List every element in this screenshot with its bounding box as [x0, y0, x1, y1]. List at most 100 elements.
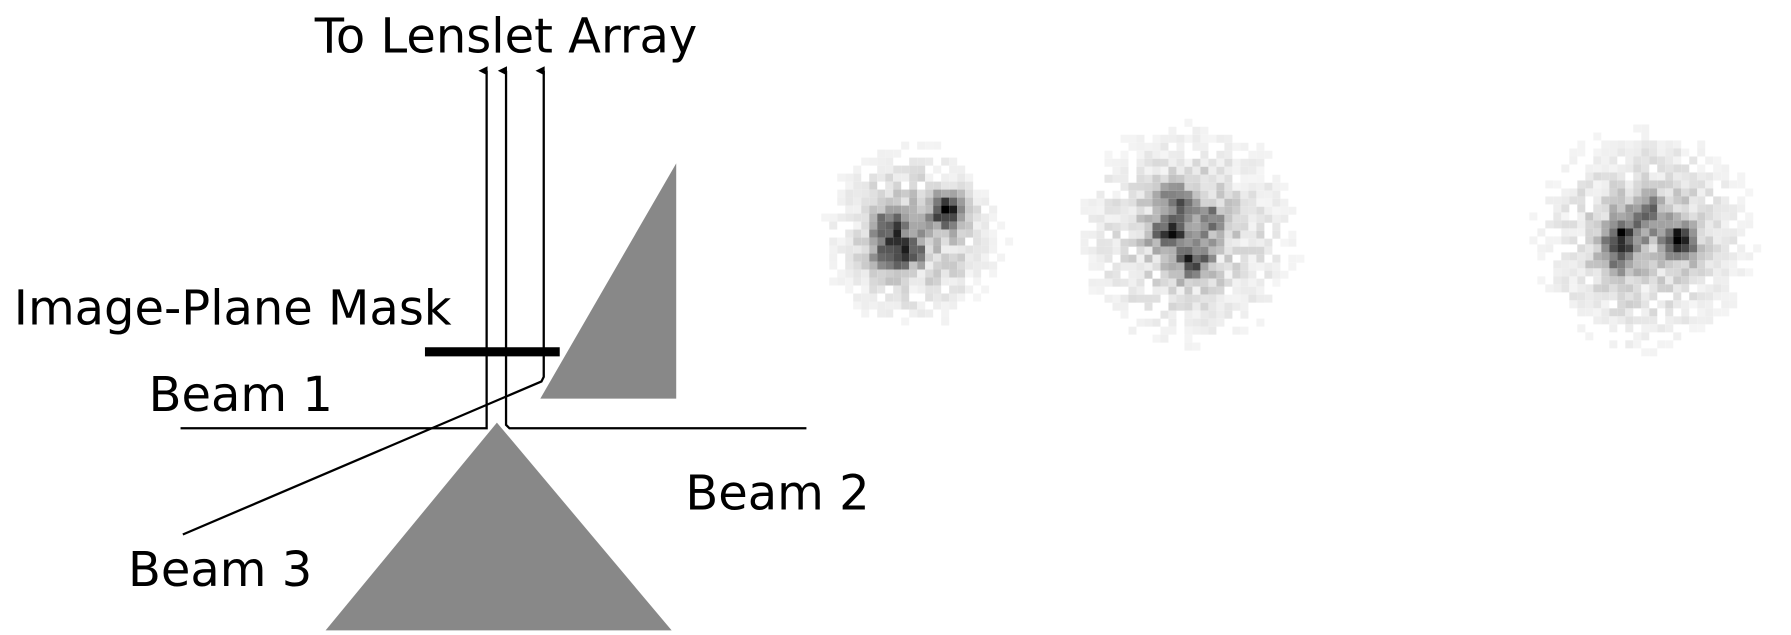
speckle-pixel [1192, 239, 1200, 247]
speckle-pixel [1168, 319, 1176, 327]
speckle-pixel [1569, 292, 1577, 300]
speckle-pixel [1081, 247, 1089, 255]
speckle-pixel [901, 254, 909, 262]
speckle-pixel [1561, 220, 1569, 228]
speckle-pixel [1256, 207, 1264, 215]
speckle-pixel [1737, 228, 1745, 236]
speckle-pixel [957, 222, 965, 230]
speckle-pixel [1152, 159, 1160, 167]
speckle-pixel [1625, 212, 1633, 220]
speckle-pixel [1577, 300, 1585, 308]
speckle-pixel [1649, 244, 1657, 252]
speckle-pixel [1176, 135, 1184, 143]
speckle-pixel [1248, 183, 1256, 191]
speckle-pixel [1713, 172, 1721, 180]
speckle-pixel [981, 230, 989, 238]
speckle-pixel [1272, 263, 1280, 271]
speckle-pixel [1240, 303, 1248, 311]
speckle-pixel [1160, 191, 1168, 199]
speckle-pixel [853, 198, 861, 206]
speckle-pixel [949, 246, 957, 254]
speckle-pixel [1737, 252, 1745, 260]
speckle-pixel [1184, 183, 1192, 191]
speckle-pixel [925, 142, 933, 150]
speckle-pixel [1089, 199, 1097, 207]
speckle-pixel [1729, 236, 1737, 244]
speckle-pixel [1561, 212, 1569, 220]
speckle-pixel [1617, 252, 1625, 260]
speckle-pixel [917, 198, 925, 206]
speckle-pixel [1248, 199, 1256, 207]
speckle-pixel [1681, 148, 1689, 156]
speckle-pixel [1737, 268, 1745, 276]
speckle-pixel [1649, 276, 1657, 284]
speckle-pixel [1705, 228, 1713, 236]
speckle-pixel [1665, 228, 1673, 236]
speckle-pixel [1097, 279, 1105, 287]
speckle-pixel [1633, 316, 1641, 324]
speckle-pixel [1665, 140, 1673, 148]
speckle-pixel [1673, 332, 1681, 340]
speckle-pixel [1224, 255, 1232, 263]
speckle-pixel [1609, 340, 1617, 348]
speckle-pixel [1713, 212, 1721, 220]
speckle-pixel [1144, 231, 1152, 239]
speckle-pixel [957, 246, 965, 254]
speckle-pixel [965, 270, 973, 278]
speckle-pixel [1200, 159, 1208, 167]
speckle-pixel [845, 246, 853, 254]
speckle-pixel [1224, 223, 1232, 231]
speckle-pixel [1641, 308, 1649, 316]
speckle-pixel [1232, 207, 1240, 215]
speckle-pixel [1216, 207, 1224, 215]
speckle-pixel [1545, 180, 1553, 188]
speckle-pixel [1625, 276, 1633, 284]
speckle-pixel [893, 150, 901, 158]
speckle-pixel [1097, 239, 1105, 247]
speckle-pixel [1200, 311, 1208, 319]
speckle-pixel [1737, 244, 1745, 252]
speckle-pixel [1232, 231, 1240, 239]
speckle-pixel [1617, 180, 1625, 188]
speckle-pixel [845, 286, 853, 294]
speckle-pixel [869, 262, 877, 270]
speckle-pixel [1721, 252, 1729, 260]
speckle-pixel [1152, 151, 1160, 159]
speckle-pixel [1641, 180, 1649, 188]
speckle-pixel [965, 174, 973, 182]
speckle-pixel [941, 318, 949, 326]
speckle-pixel [893, 238, 901, 246]
speckle-pixel [1136, 215, 1144, 223]
speckle-pixel [1120, 207, 1128, 215]
speckle-pixel [1112, 279, 1120, 287]
speckle-pixel [1625, 268, 1633, 276]
speckle-pixel [1561, 196, 1569, 204]
speckle-pixel [1641, 188, 1649, 196]
speckle-pixel [1577, 252, 1585, 260]
speckle-pixel [1232, 239, 1240, 247]
speckle-pixel [1120, 215, 1128, 223]
speckle-pixel [1144, 295, 1152, 303]
speckle-pixel [989, 206, 997, 214]
speckle-pixel [1160, 199, 1168, 207]
speckle-pixel [1136, 231, 1144, 239]
speckle-pixel [1657, 284, 1665, 292]
speckle-pixel [1105, 215, 1113, 223]
speckle-pixel [853, 214, 861, 222]
speckle-pixel [893, 246, 901, 254]
speckle-pixel [1144, 199, 1152, 207]
speckle-pixel [973, 190, 981, 198]
speckle-pixel [1216, 303, 1224, 311]
speckle-pixel [965, 286, 973, 294]
speckle-pixel [1721, 236, 1729, 244]
speckle-pixel [1657, 324, 1665, 332]
speckle-pixel [1697, 148, 1705, 156]
speckle-pixel [861, 182, 869, 190]
speckle-pixel [1641, 324, 1649, 332]
speckle-pixel [1264, 151, 1272, 159]
speckle-pixel [973, 214, 981, 222]
speckle-pixel [901, 294, 909, 302]
speckle-pixel [989, 214, 997, 222]
speckle-pixel [1192, 183, 1200, 191]
speckle-pixel [981, 246, 989, 254]
